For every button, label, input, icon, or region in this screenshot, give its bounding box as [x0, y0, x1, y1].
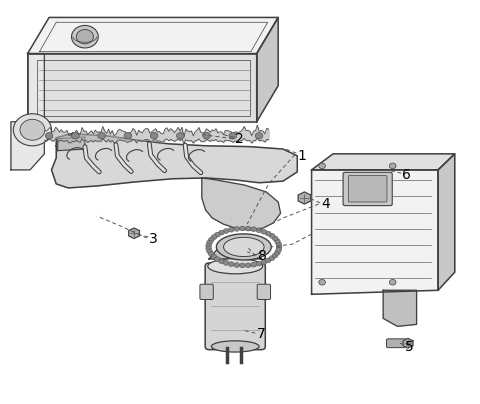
Circle shape	[72, 133, 79, 139]
Circle shape	[240, 226, 245, 231]
Circle shape	[177, 133, 184, 139]
Circle shape	[261, 260, 267, 265]
Circle shape	[218, 259, 224, 264]
Ellipse shape	[208, 259, 263, 274]
Circle shape	[265, 231, 271, 236]
Text: 8: 8	[258, 249, 267, 263]
FancyBboxPatch shape	[257, 284, 271, 299]
Circle shape	[229, 133, 237, 139]
Text: 1: 1	[297, 149, 306, 163]
Circle shape	[269, 234, 275, 238]
FancyBboxPatch shape	[205, 263, 265, 349]
Polygon shape	[11, 54, 44, 170]
Text: 3: 3	[149, 232, 158, 246]
Circle shape	[13, 114, 51, 146]
Circle shape	[245, 226, 251, 231]
Circle shape	[218, 230, 224, 235]
Polygon shape	[202, 178, 281, 230]
Polygon shape	[28, 17, 278, 54]
Polygon shape	[312, 154, 455, 170]
Circle shape	[256, 261, 262, 266]
Circle shape	[207, 240, 212, 245]
Circle shape	[215, 232, 220, 237]
Circle shape	[261, 229, 267, 234]
Circle shape	[275, 250, 280, 255]
Circle shape	[265, 258, 271, 263]
Circle shape	[223, 261, 229, 265]
Circle shape	[20, 119, 45, 140]
Circle shape	[206, 243, 212, 248]
Circle shape	[256, 228, 262, 233]
Ellipse shape	[224, 237, 264, 257]
Circle shape	[208, 252, 214, 257]
Circle shape	[206, 246, 212, 251]
Circle shape	[251, 227, 256, 231]
FancyBboxPatch shape	[343, 173, 392, 206]
Polygon shape	[129, 228, 139, 238]
Circle shape	[76, 29, 94, 44]
Text: 7: 7	[257, 327, 265, 341]
Polygon shape	[209, 242, 262, 259]
Circle shape	[276, 242, 282, 246]
Text: 5: 5	[405, 340, 413, 354]
Circle shape	[234, 227, 240, 231]
Circle shape	[389, 280, 396, 285]
Circle shape	[234, 263, 240, 267]
Circle shape	[276, 248, 282, 252]
Circle shape	[207, 249, 212, 254]
Ellipse shape	[216, 234, 271, 260]
Circle shape	[228, 227, 234, 232]
Circle shape	[389, 163, 396, 169]
Ellipse shape	[211, 341, 259, 352]
Polygon shape	[257, 17, 278, 122]
Circle shape	[228, 262, 234, 267]
Circle shape	[269, 256, 275, 261]
FancyBboxPatch shape	[348, 175, 387, 202]
Text: 6: 6	[402, 168, 411, 182]
Polygon shape	[298, 192, 311, 204]
Circle shape	[275, 239, 280, 244]
Circle shape	[150, 133, 158, 139]
Circle shape	[319, 163, 325, 169]
Circle shape	[124, 133, 132, 139]
Circle shape	[276, 244, 282, 249]
Polygon shape	[403, 339, 413, 348]
Polygon shape	[438, 154, 455, 290]
Circle shape	[203, 133, 210, 139]
Circle shape	[240, 263, 245, 268]
Polygon shape	[28, 54, 257, 122]
Circle shape	[45, 133, 53, 139]
Polygon shape	[58, 137, 85, 151]
Circle shape	[272, 253, 278, 258]
Circle shape	[98, 133, 106, 139]
Circle shape	[245, 263, 251, 268]
Circle shape	[211, 255, 217, 259]
Polygon shape	[383, 290, 417, 326]
Text: 4: 4	[321, 197, 330, 211]
Circle shape	[215, 257, 220, 261]
Polygon shape	[312, 170, 438, 294]
Circle shape	[223, 229, 229, 234]
Text: 2: 2	[235, 132, 244, 145]
Polygon shape	[51, 134, 297, 188]
Circle shape	[255, 133, 263, 139]
FancyBboxPatch shape	[200, 284, 213, 299]
Circle shape	[72, 25, 98, 48]
FancyBboxPatch shape	[386, 339, 407, 348]
Circle shape	[208, 237, 214, 242]
Circle shape	[272, 236, 278, 241]
Circle shape	[251, 262, 256, 267]
Circle shape	[211, 235, 217, 240]
Circle shape	[319, 280, 325, 285]
